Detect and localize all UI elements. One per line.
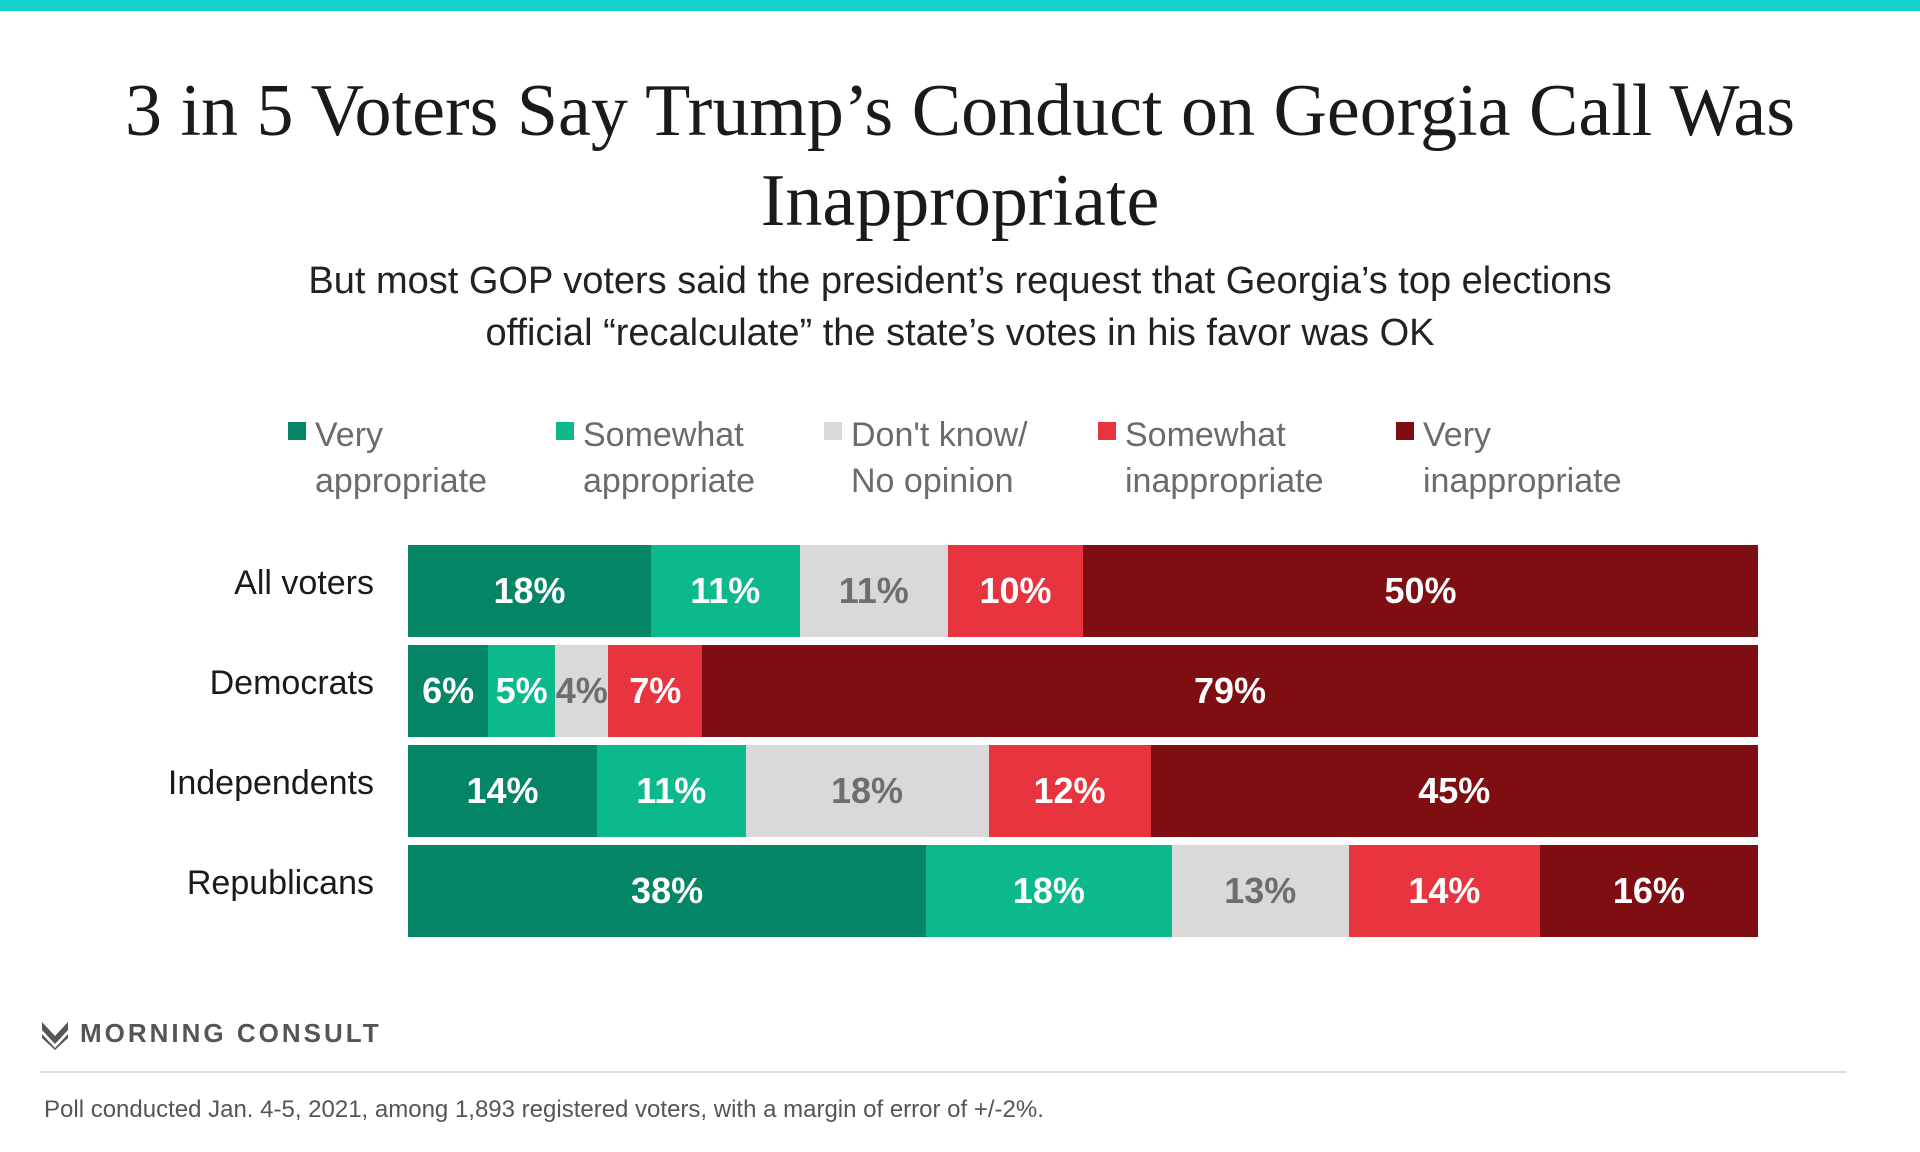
bar-segment: 5% [488, 645, 556, 737]
bar-segment: 18% [926, 845, 1172, 937]
legend-label: Very appropriate [315, 416, 488, 500]
bar-segment: 13% [1171, 845, 1349, 937]
row-label: Republicans [186, 864, 374, 902]
footer-divider [40, 1071, 1846, 1073]
legend-swatch [824, 422, 842, 440]
footnote: Poll conducted Jan. 4-5, 2021, among 1,8… [44, 1096, 1044, 1123]
legend-label: Don't know/ No opinion [851, 416, 1028, 500]
bar-segment: 6% [408, 645, 489, 737]
row-label: All voters [234, 564, 374, 602]
bar-segment: 16% [1539, 845, 1758, 937]
bar-segment: 10% [948, 545, 1083, 637]
bar-segment: 14% [408, 745, 597, 837]
accent-top-bar [0, 0, 1920, 11]
bar-segment: 11% [651, 545, 800, 637]
bar-segment: 45% [1150, 745, 1758, 837]
bar-segment: 4% [555, 645, 609, 737]
legend-swatch [1396, 422, 1414, 440]
morning-consult-logo-icon [42, 1022, 68, 1050]
legend-swatch [556, 422, 574, 440]
brand-name: MORNING CONSULT [80, 1018, 382, 1048]
legend-swatch [288, 422, 306, 440]
bar-segment: 18% [408, 545, 651, 637]
bar-segment: 14% [1348, 845, 1540, 937]
bar-segment: 38% [408, 845, 927, 937]
row-label: Democrats [209, 664, 374, 702]
legend-swatch [1098, 422, 1116, 440]
bar-segment: 18% [745, 745, 989, 837]
chart-title: 3 in 5 Voters Say Trump’s Conduct on Geo… [124, 70, 1796, 242]
legend-label: Somewhat appropriate [583, 416, 756, 500]
bar-segment: 79% [702, 645, 1758, 737]
legend-label: Somewhat inappropriate [1125, 416, 1324, 500]
bar-segment: 11% [597, 745, 746, 837]
bar-segment: 7% [608, 645, 703, 737]
row-label: Independents [167, 764, 374, 802]
bar-segment: 50% [1083, 545, 1758, 637]
legend-label: Very inappropriate [1423, 416, 1622, 500]
bar-segment: 12% [988, 745, 1151, 837]
chart-subtitle: But most GOP voters said the president’s… [308, 260, 1612, 354]
bar-segment: 11% [799, 545, 948, 637]
